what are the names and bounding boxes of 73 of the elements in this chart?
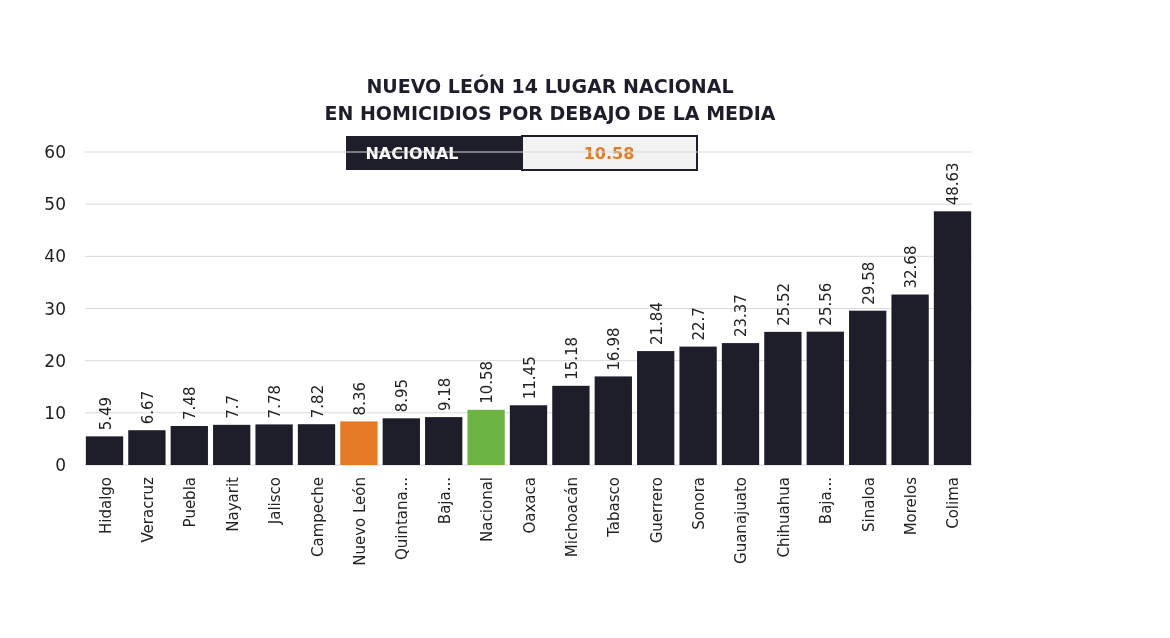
x-tick-label: Colima (944, 477, 963, 529)
data-label: 5.49 (96, 396, 115, 431)
bar (849, 310, 887, 465)
data-label: 11.45 (520, 356, 539, 400)
x-tick-label: Guanajuato (732, 477, 751, 564)
x-tick-label: Hidalgo (96, 477, 115, 535)
y-tick-label: 20 (44, 350, 66, 371)
data-label: 32.68 (902, 245, 921, 289)
x-tick-label: Chihuahua (774, 477, 793, 558)
data-label: 16.98 (605, 327, 624, 371)
bar (552, 385, 590, 465)
y-tick-label: 60 (44, 142, 66, 162)
x-tick-label: Baja... (817, 477, 836, 525)
x-tick-label: Nayarit (223, 476, 242, 532)
bar (509, 405, 548, 465)
data-label: 7.7 (223, 394, 242, 419)
bar (297, 424, 336, 465)
y-tick-label: 10 (44, 402, 66, 423)
bar (170, 425, 208, 465)
bar (721, 343, 760, 465)
x-tick-label: Baja... (435, 477, 454, 525)
chart-title: NUEVO LEÓN 14 LUGAR NACIONAL EN HOMICIDIOS POR DEBAJO DE LA MEDIA (324, 74, 776, 124)
bar (382, 418, 420, 465)
bar (764, 331, 802, 465)
data-label: 7.82 (308, 384, 327, 419)
data-label: 21.84 (647, 302, 666, 346)
x-tick-label: Jalisco (266, 477, 285, 526)
x-tick-label: Guerrero (647, 477, 666, 544)
bar (255, 424, 293, 465)
y-tick-label: 40 (44, 246, 66, 267)
data-label: 8.36 (350, 381, 369, 416)
x-tick-label: Quintana... (393, 477, 412, 561)
bar (933, 211, 972, 465)
bar (467, 409, 505, 465)
x-tick-label: Nacional (478, 477, 497, 542)
data-label: 15.18 (562, 336, 581, 380)
annotation: 10.58 (583, 144, 635, 163)
bar (213, 424, 251, 465)
x-tick-label: Campeche (308, 477, 327, 558)
bar (128, 430, 166, 465)
annotation: NACIONAL (365, 144, 459, 163)
bar (891, 294, 929, 465)
bar (637, 351, 675, 465)
bar (340, 421, 378, 465)
bar (594, 376, 632, 465)
x-tick-label: Michoacán (562, 477, 581, 558)
data-label: 8.95 (393, 378, 412, 413)
x-tick-label: Sonora (690, 477, 709, 530)
bar (425, 417, 463, 465)
x-tick-label: Nuevo León (350, 477, 369, 566)
data-label: 25.52 (774, 282, 793, 326)
data-label: 7.78 (266, 385, 285, 419)
y-tick-label: 30 (44, 298, 66, 319)
data-label: 25.56 (817, 282, 836, 326)
bar (806, 331, 844, 465)
data-label: 29.58 (859, 261, 878, 305)
data-label: 22.7 (690, 307, 709, 341)
data-label: 7.48 (181, 386, 200, 420)
data-label: 48.63 (944, 162, 963, 206)
x-tick-label: Sinaloa (859, 477, 878, 532)
y-tick-label: 50 (44, 194, 66, 215)
bar (679, 346, 717, 465)
x-tick-label: Tabasco (605, 477, 624, 538)
data-label: 10.58 (478, 360, 497, 404)
x-tick-label: Veracruz (138, 476, 157, 543)
x-tick-label: Morelos (902, 476, 921, 536)
x-tick-label: Oaxaca (520, 477, 539, 534)
data-label: 9.18 (435, 377, 454, 412)
data-label: 23.37 (732, 294, 751, 338)
y-tick-label: 0 (55, 455, 66, 475)
bar (85, 436, 124, 465)
data-label: 6.67 (138, 390, 157, 425)
x-tick-label: Puebla (181, 477, 200, 528)
